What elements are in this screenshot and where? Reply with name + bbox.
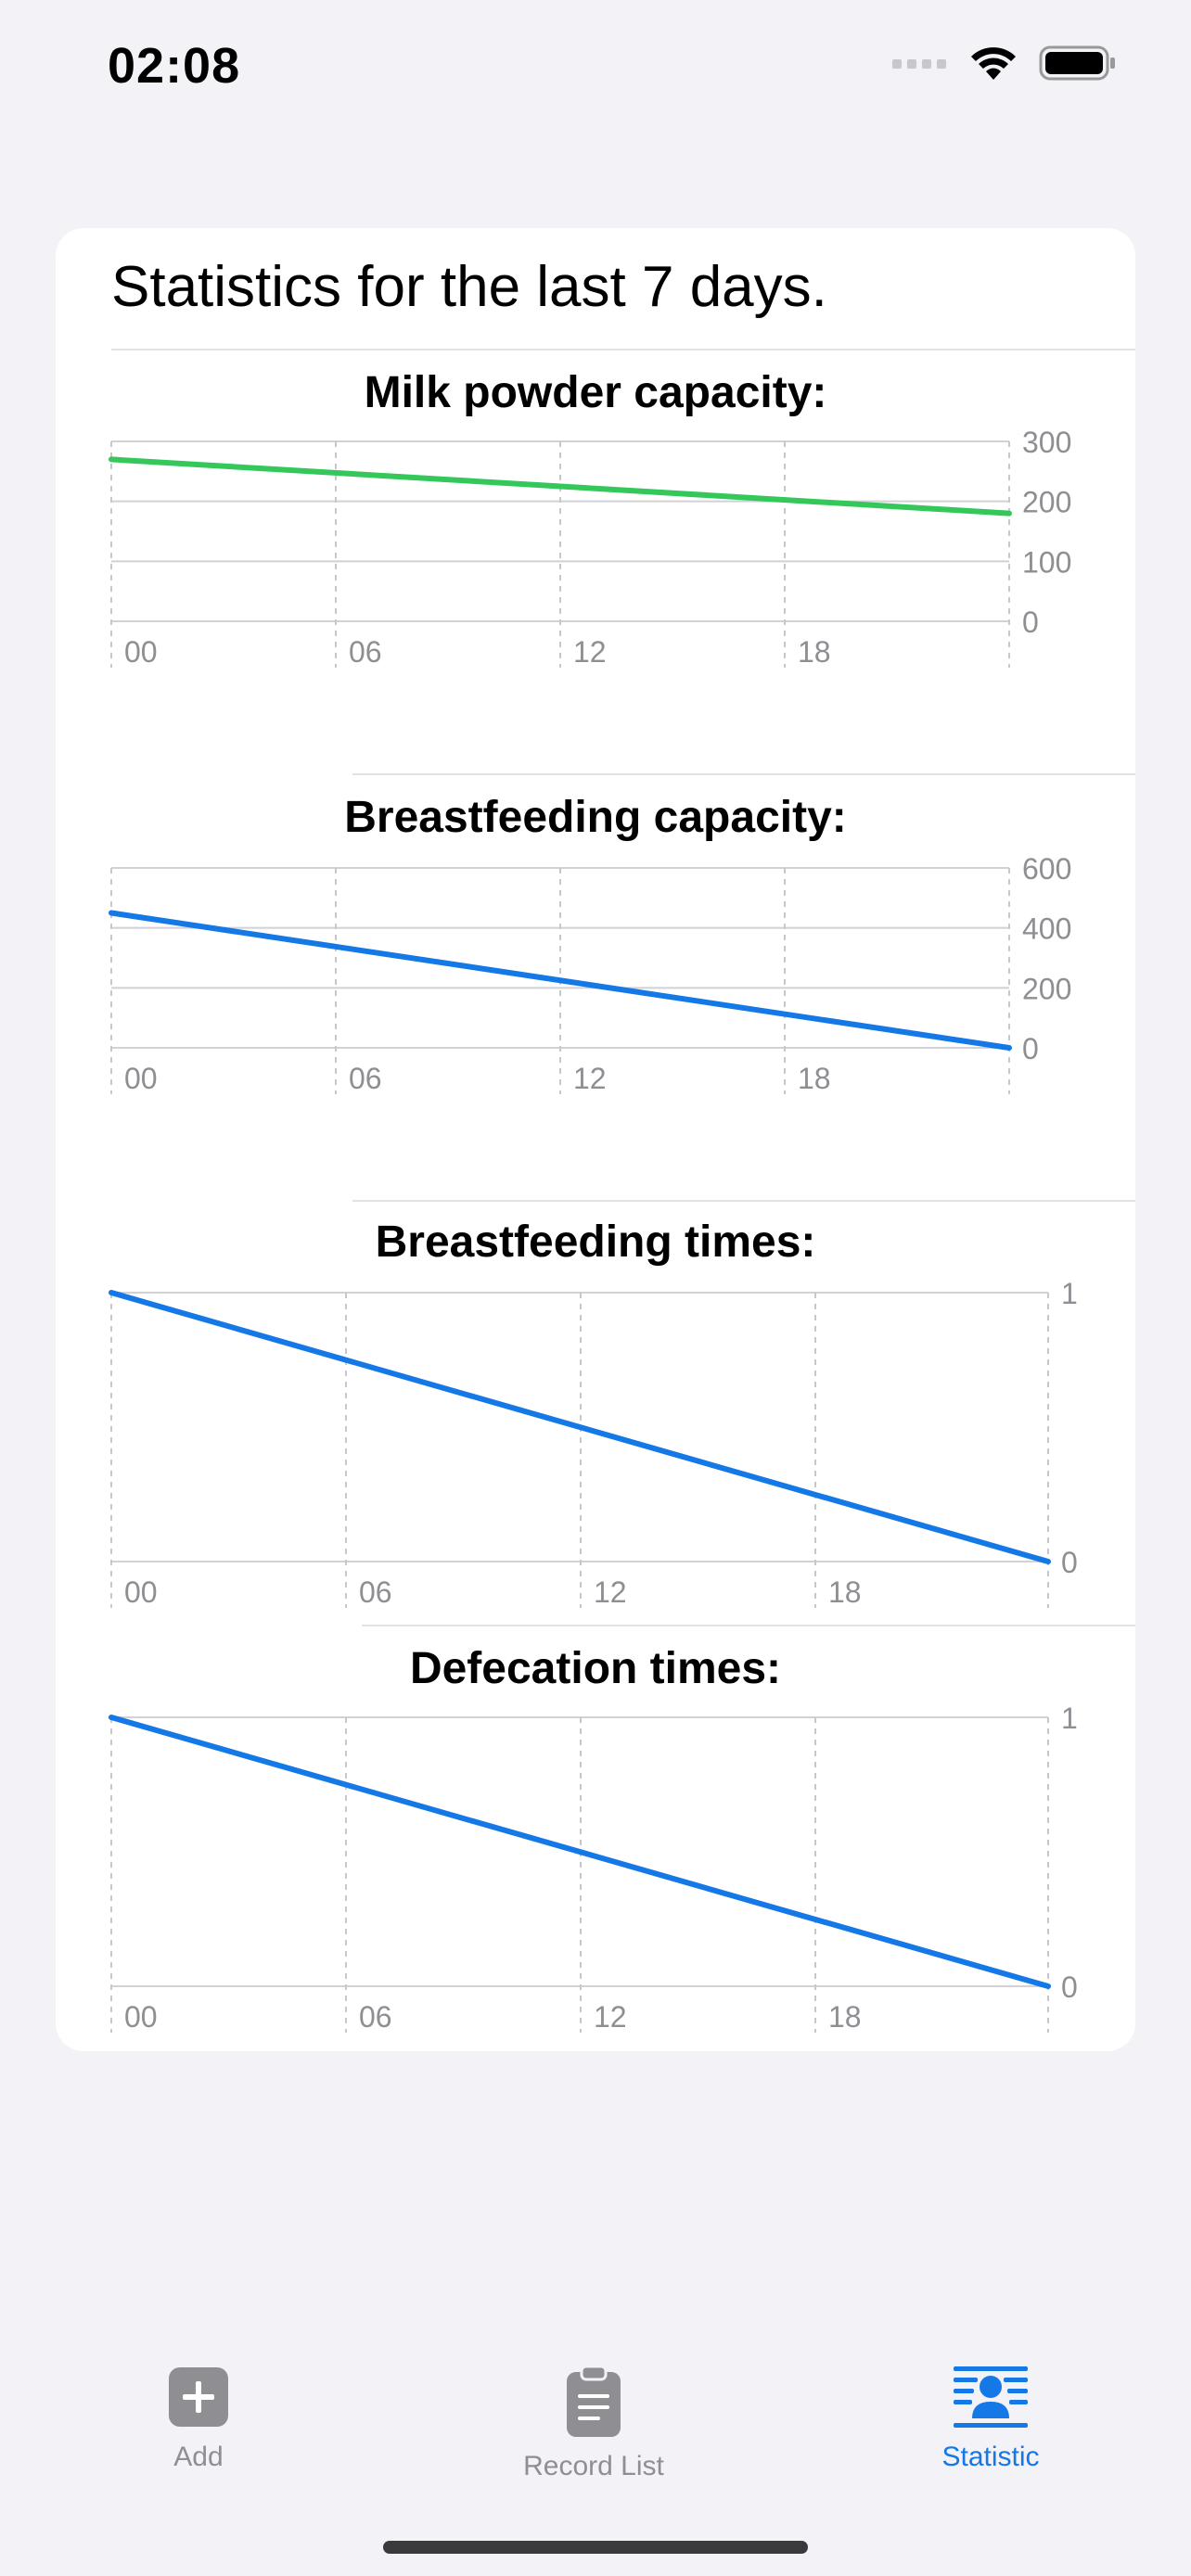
chart-title-breastfeeding-capacity: Breastfeeding capacity: bbox=[344, 793, 847, 842]
chart-title-breastfeeding-times: Breastfeeding times: bbox=[375, 1218, 816, 1267]
chart-divider-3 bbox=[362, 1625, 1135, 1626]
battery-icon bbox=[1039, 45, 1115, 81]
x-tick-label: 12 bbox=[594, 1575, 627, 1609]
y-tick-label: 0 bbox=[1022, 1032, 1039, 1065]
x-tick-label: 00 bbox=[124, 635, 158, 669]
x-tick-label: 06 bbox=[359, 2000, 392, 2034]
y-tick-label: 200 bbox=[1022, 972, 1071, 1005]
status-icons bbox=[892, 45, 1117, 82]
series-line bbox=[109, 910, 1012, 1051]
y-tick-label: 0 bbox=[1061, 1970, 1078, 2004]
x-tick-label: 18 bbox=[798, 635, 831, 669]
person-list-icon bbox=[954, 2366, 1028, 2428]
y-tick-label: 0 bbox=[1061, 1546, 1078, 1579]
chart-title-milk-powder: Milk powder capacity: bbox=[364, 368, 827, 417]
x-tick-label: 12 bbox=[573, 635, 607, 669]
x-tick-label: 12 bbox=[594, 2000, 627, 2034]
status-time: 02:08 bbox=[108, 38, 241, 94]
status-bar: 02:08 bbox=[0, 0, 1191, 130]
tab-record-list[interactable]: Record List bbox=[455, 2365, 733, 2482]
x-tick-label: 06 bbox=[349, 635, 382, 669]
x-tick-label: 06 bbox=[359, 1575, 392, 1609]
series-line bbox=[109, 1715, 1051, 1989]
y-tick-label: 0 bbox=[1022, 606, 1039, 639]
x-tick-label: 18 bbox=[828, 2000, 862, 2034]
series-line bbox=[109, 1290, 1051, 1564]
title-divider bbox=[111, 349, 1135, 351]
x-tick-label: 06 bbox=[349, 1062, 382, 1095]
tab-record-list-label: Record List bbox=[523, 2451, 664, 2481]
wifi-icon bbox=[971, 47, 1016, 80]
y-tick-label: 300 bbox=[1022, 426, 1071, 459]
x-tick-label: 00 bbox=[124, 1575, 158, 1609]
y-tick-label: 400 bbox=[1022, 912, 1071, 946]
chart-divider-1 bbox=[352, 773, 1135, 775]
x-tick-label: 12 bbox=[573, 1062, 607, 1095]
x-tick-label: 00 bbox=[124, 1062, 158, 1095]
y-tick-label: 1 bbox=[1061, 1702, 1078, 1735]
clipboard-icon bbox=[567, 2365, 621, 2437]
card-title: Statistics for the last 7 days. bbox=[111, 255, 827, 319]
tab-add[interactable]: Add bbox=[59, 2365, 338, 2473]
tab-statistic[interactable]: Statistic bbox=[852, 2365, 1130, 2473]
chart-divider-2 bbox=[352, 1200, 1135, 1202]
tab-statistic-label: Statistic bbox=[941, 2442, 1040, 2472]
series-line bbox=[109, 456, 1012, 516]
y-tick-label: 100 bbox=[1022, 545, 1071, 579]
home-indicator bbox=[383, 2541, 808, 2554]
plus-square-icon bbox=[169, 2367, 228, 2427]
x-tick-label: 18 bbox=[828, 1575, 862, 1609]
tab-add-label: Add bbox=[173, 2442, 224, 2472]
cellular-signal-icon bbox=[892, 59, 946, 69]
x-tick-label: 00 bbox=[124, 2000, 158, 2034]
y-tick-label: 600 bbox=[1022, 852, 1071, 886]
y-tick-label: 1 bbox=[1061, 1277, 1078, 1310]
statistics-card: Statistics for the last 7 days. Milk pow… bbox=[56, 228, 1135, 2051]
x-tick-label: 18 bbox=[798, 1062, 831, 1095]
y-tick-label: 200 bbox=[1022, 486, 1071, 519]
tab-bar: Add Record List Statistic bbox=[0, 2337, 1191, 2576]
chart-title-defecation-times: Defecation times: bbox=[409, 1644, 782, 1693]
